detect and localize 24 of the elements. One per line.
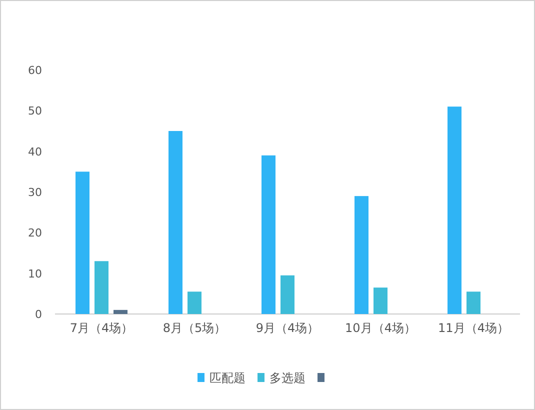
y-tick-label: 10 <box>28 267 42 280</box>
bar <box>374 288 388 314</box>
y-tick-label: 60 <box>28 64 42 77</box>
y-tick-label: 0 <box>35 308 42 321</box>
x-tick-label: 8月（5场） <box>162 321 226 335</box>
x-tick-label: 9月（4场） <box>256 321 320 335</box>
bar <box>168 131 182 314</box>
y-tick-label: 30 <box>28 186 42 199</box>
x-tick-label: 7月（4场） <box>70 321 134 335</box>
legend-label: 多选题 <box>270 371 306 385</box>
bar <box>448 106 462 314</box>
bar <box>94 261 108 314</box>
y-tick-label: 40 <box>28 145 42 158</box>
y-tick-label: 20 <box>28 226 42 240</box>
legend-label: 匹配题 <box>210 371 246 385</box>
bar <box>466 292 480 314</box>
bar <box>354 196 368 314</box>
bar <box>262 155 276 314</box>
x-tick-label: 10月（4场） <box>345 321 416 335</box>
y-tick-label: 50 <box>28 104 42 118</box>
x-tick-label: 11月（4场） <box>438 321 509 335</box>
bar <box>280 275 294 314</box>
bar <box>188 292 202 314</box>
bar <box>76 172 90 314</box>
